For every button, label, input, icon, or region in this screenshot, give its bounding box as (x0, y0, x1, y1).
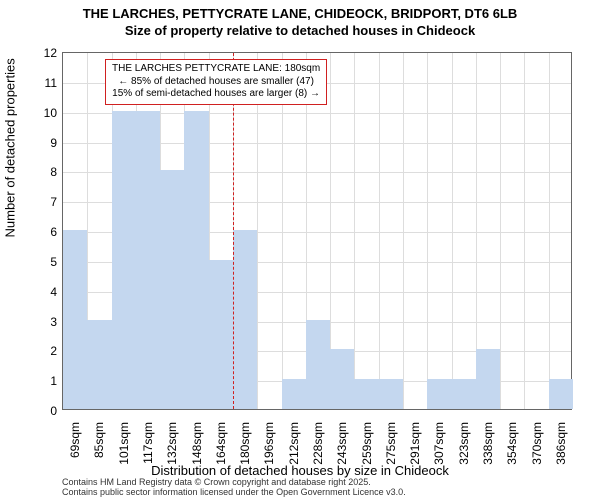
x-tick-label: 69sqm (68, 422, 82, 458)
attribution-line2: Contains public sector information licen… (62, 488, 406, 498)
x-tick-label: 132sqm (165, 422, 179, 465)
x-tick-label: 323sqm (457, 422, 471, 465)
gridline-v (257, 53, 258, 409)
x-tick-label: 148sqm (190, 422, 204, 465)
annotation-line: THE LARCHES PETTYCRATE LANE: 180sqm (112, 63, 320, 76)
x-tick-label: 386sqm (554, 422, 568, 465)
x-axis-label: Distribution of detached houses by size … (0, 463, 600, 478)
y-tick-label: 4 (50, 285, 57, 299)
x-tick-label: 275sqm (384, 422, 398, 465)
gridline-v (500, 53, 501, 409)
x-tick-label: 338sqm (481, 422, 495, 465)
gridline-v (524, 53, 525, 409)
plot-area: 012345678910111269sqm85sqm101sqm117sqm13… (62, 52, 572, 410)
x-tick-label: 291sqm (408, 422, 422, 465)
x-tick-label: 101sqm (117, 422, 131, 465)
histogram-bar (379, 379, 403, 409)
x-tick-label: 243sqm (335, 422, 349, 465)
annotation-box: THE LARCHES PETTYCRATE LANE: 180sqm← 85%… (105, 59, 327, 105)
y-tick-label: 12 (44, 46, 57, 60)
gridline-v (549, 53, 550, 409)
y-tick-label: 10 (44, 106, 57, 120)
chart-title-block: THE LARCHES, PETTYCRATE LANE, CHIDEOCK, … (0, 6, 600, 38)
histogram-bar (160, 170, 184, 409)
attribution-text: Contains HM Land Registry data © Crown c… (62, 478, 406, 498)
x-tick-label: 180sqm (238, 422, 252, 465)
histogram-bar (476, 349, 500, 409)
x-tick-label: 164sqm (214, 422, 228, 465)
annotation-line: 15% of semi-detached houses are larger (… (112, 88, 320, 101)
x-tick-label: 370sqm (530, 422, 544, 465)
histogram-bar (330, 349, 354, 409)
gridline-v (403, 53, 404, 409)
y-tick-label: 0 (50, 404, 57, 418)
y-tick-label: 6 (50, 225, 57, 239)
histogram-bar (184, 111, 208, 409)
annotation-line: ← 85% of detached houses are smaller (47… (112, 76, 320, 89)
chart-title-line2: Size of property relative to detached ho… (0, 23, 600, 38)
histogram-bar (209, 260, 233, 409)
x-tick-label: 212sqm (287, 422, 301, 465)
chart-title-line1: THE LARCHES, PETTYCRATE LANE, CHIDEOCK, … (0, 6, 600, 21)
x-tick-label: 85sqm (92, 422, 106, 458)
histogram-bar (549, 379, 573, 409)
y-tick-label: 1 (50, 374, 57, 388)
x-tick-label: 354sqm (505, 422, 519, 465)
x-tick-label: 307sqm (432, 422, 446, 465)
y-tick-label: 9 (50, 136, 57, 150)
gridline-v (379, 53, 380, 409)
y-tick-label: 7 (50, 195, 57, 209)
histogram-bar (87, 320, 111, 410)
y-tick-label: 3 (50, 315, 57, 329)
histogram-bar (136, 111, 160, 409)
histogram-bar (354, 379, 378, 409)
histogram-bar (427, 379, 451, 409)
gridline-v (452, 53, 453, 409)
gridline-v (354, 53, 355, 409)
x-tick-label: 196sqm (262, 422, 276, 465)
histogram-bar (63, 230, 87, 409)
histogram-bar (282, 379, 306, 409)
x-tick-label: 117sqm (141, 422, 155, 464)
x-tick-label: 259sqm (360, 422, 374, 465)
histogram-bar (452, 379, 476, 409)
y-tick-label: 2 (50, 344, 57, 358)
y-tick-label: 8 (50, 165, 57, 179)
y-tick-label: 5 (50, 255, 57, 269)
gridline-v (427, 53, 428, 409)
y-axis-label: Number of detached properties (3, 58, 18, 237)
marker-line (233, 53, 234, 409)
gridline-v (282, 53, 283, 409)
x-tick-label: 228sqm (311, 422, 325, 465)
histogram-bar (306, 320, 330, 410)
y-tick-label: 11 (45, 76, 57, 90)
histogram-chart: THE LARCHES, PETTYCRATE LANE, CHIDEOCK, … (0, 0, 600, 500)
histogram-bar (233, 230, 257, 409)
histogram-bar (112, 111, 136, 409)
